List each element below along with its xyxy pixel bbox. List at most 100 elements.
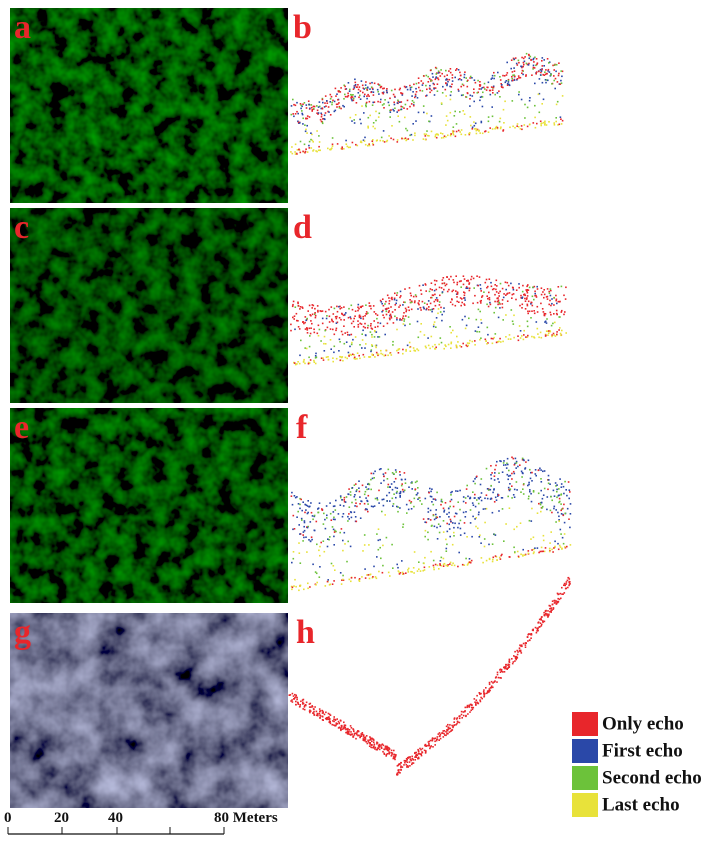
lidar-point [508,80,510,82]
lidar-point [537,62,539,64]
lidar-point [429,88,431,90]
lidar-point [365,81,367,83]
lidar-point [377,336,379,338]
lidar-point [550,608,552,610]
lidar-point [560,494,562,496]
lidar-point [343,513,345,515]
lidar-point [558,62,560,64]
lidar-point [322,716,324,718]
lidar-point [433,498,435,500]
lidar-point [405,140,407,142]
lidar-point [342,356,344,358]
lidar-point [391,125,393,127]
lidar-point [450,99,452,101]
lidar-point [513,471,515,473]
lidar-point [311,104,313,106]
lidar-point [441,320,443,322]
lidar-point [511,76,513,78]
lidar-point [345,140,347,142]
lidar-point [561,486,563,488]
lidar-point [561,310,563,312]
lidar-point [496,559,498,561]
lidar-point [529,97,531,99]
lidar-point [328,309,330,311]
lidar-point [475,330,477,332]
lidar-point [315,355,317,357]
lidar-point [459,78,461,80]
lidar-point [433,515,435,517]
lidar-point [363,88,365,90]
lidar-point [452,544,454,546]
lidar-point [395,304,397,306]
lidar-point [318,550,320,552]
lidar-point [399,572,401,574]
lidar-point [295,695,297,697]
lidar-point [394,104,396,106]
lidar-point [546,318,548,320]
lidar-point [383,130,385,132]
lidar-point [361,333,363,335]
lidar-point [330,348,332,350]
lidar-point [440,132,442,134]
lidar-point [486,287,488,289]
lidar-point [494,475,496,477]
lidar-point [563,504,565,506]
lidar-point [527,640,529,642]
lidar-point [322,318,324,320]
lidar-point [535,295,537,297]
lidar-point [312,314,314,316]
lidar-point [422,84,424,86]
lidar-point [538,337,540,339]
lidar-point [456,347,458,349]
lidar-point [326,517,328,519]
lidar-point [295,704,297,706]
lidar-point [389,353,391,355]
lidar-point [439,304,441,306]
lidar-point [480,300,482,302]
lidar-point [507,458,509,460]
lidar-point [491,338,493,340]
lidar-point [474,497,476,499]
lidar-point [549,300,551,302]
lidar-point [370,331,372,333]
lidar-point [446,284,448,286]
lidar-point [472,491,474,493]
lidar-point [522,66,524,68]
lidar-point [319,546,321,548]
aerial-image [10,208,288,403]
lidar-point [368,741,370,743]
lidar-point [374,330,376,332]
lidar-point [494,75,496,77]
lidar-point [525,74,527,76]
lidar-point [428,741,430,743]
lidar-point [488,121,490,123]
lidar-point [490,687,492,689]
lidar-point [514,463,516,465]
lidar-point [520,295,522,297]
lidar-point [364,347,366,349]
lidar-point [409,323,411,325]
lidar-point [508,81,510,83]
lidar-point [298,590,300,592]
lidar-point [329,316,331,318]
lidar-point [345,96,347,98]
lidar-point [522,70,524,72]
lidar-point [361,576,363,578]
lidar-point [446,729,448,731]
lidar-point [423,518,425,520]
lidar-point [453,282,455,284]
lidar-point [464,74,466,76]
lidar-point [351,512,353,514]
lidar-point [372,104,374,106]
lidar-point [538,94,540,96]
lidar-point [435,136,437,138]
lidar-point [324,350,326,352]
lidar-point [462,564,464,566]
lidar-point [481,478,483,480]
lidar-point [466,325,468,327]
lidar-point [430,491,432,493]
lidar-point [378,490,380,492]
lidar-point [318,507,320,509]
lidar-point [444,282,446,284]
lidar-point [375,498,377,500]
